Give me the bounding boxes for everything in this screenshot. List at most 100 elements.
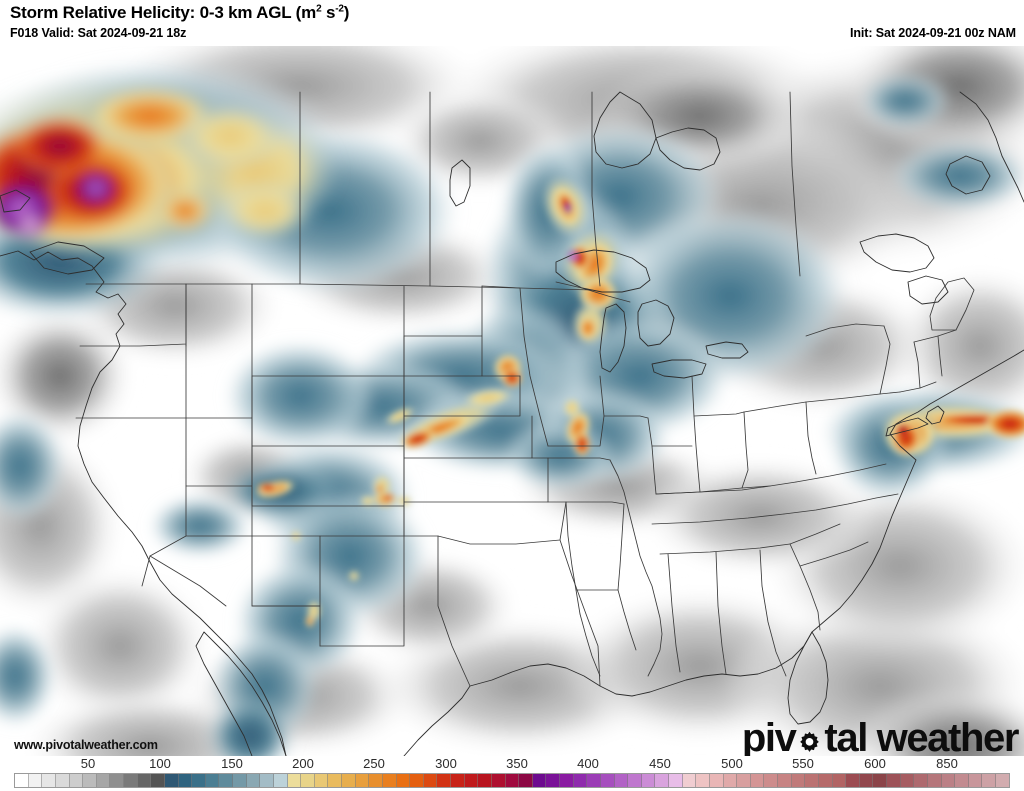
colorbar-cell (914, 774, 928, 787)
colorbar-cell (369, 774, 383, 787)
coastline-florida (787, 631, 829, 725)
map-canvas (0, 46, 1024, 756)
colorbar-cell (955, 774, 969, 787)
colorbar-cell (573, 774, 588, 787)
colorbar-cell (587, 774, 601, 787)
title-main-text: Storm Relative Helicity: 0-3 km AGL (m (10, 3, 317, 22)
state-borders (75, 91, 975, 687)
colorbar-cell (737, 774, 751, 787)
map-geography (0, 91, 1024, 756)
srh-hotspot-northwest (0, 71, 340, 261)
map-viewport[interactable]: www.pivotalweather.com piv tal weather (0, 46, 1024, 756)
colorbar-tick: 300 (435, 756, 457, 771)
colorbar-tick: 350 (506, 756, 528, 771)
page-title: Storm Relative Helicity: 0-3 km AGL (m2 … (10, 3, 349, 23)
colorbar-cell (600, 774, 615, 787)
colorbar-cell (818, 774, 833, 787)
forecast-valid-time: F018 Valid: Sat 2024-09-21 18z (10, 26, 187, 40)
colorbar-cell (437, 774, 451, 787)
colorbar-cell (641, 774, 656, 787)
colorbar-cell (478, 774, 492, 787)
colorbar-cell (723, 774, 738, 787)
colorbar-tick: 250 (363, 756, 385, 771)
colorbar-cell (669, 774, 683, 787)
colorbar-cell (28, 774, 43, 787)
title-superscript-1: 2 (316, 3, 322, 15)
lake-superior (555, 249, 651, 293)
colorbar-cell (505, 774, 520, 787)
colorbar-tick: 500 (721, 756, 743, 771)
title-end-text: ) (343, 3, 350, 22)
coastline-newfoundland (945, 155, 991, 195)
colorbar-cell (791, 774, 806, 787)
colorbar-cell (778, 774, 792, 787)
colorbar-cell (560, 774, 574, 787)
colorbar-tick: 850 (936, 756, 958, 771)
colorbar-cell (355, 774, 370, 787)
colorbar-cell (628, 774, 642, 787)
colorbar-cell (968, 774, 983, 787)
site-url-watermark: www.pivotalweather.com (14, 738, 158, 752)
colorbar-cell (873, 774, 887, 787)
colorbar-cell (709, 774, 724, 787)
title-superscript-2: -2 (335, 3, 344, 15)
coastline-west (0, 250, 287, 756)
srh-hotspot-atlantic (874, 400, 1024, 460)
coastline-haida (0, 189, 31, 213)
coastline-gulf-st-lawrence (859, 233, 935, 273)
colorbar-cell (42, 774, 56, 787)
colorbar-cell (205, 774, 220, 787)
colorbar-cell (15, 774, 29, 787)
colorbar-tick-labels: 50 100 150 200 250 300 350 400 450 500 550 600 850 (0, 756, 1024, 772)
srh-hotspot-plains (253, 352, 592, 628)
srh-hotspot-upper-midwest (540, 173, 626, 348)
colorbar-cell (246, 774, 261, 787)
coastline-texas (403, 685, 471, 756)
colorbar-cell (982, 774, 996, 787)
coastline-hudson-bay (593, 91, 657, 169)
colorbar-tick: 50 (80, 756, 96, 771)
colorbar-cell (750, 774, 765, 787)
colorbar-cell (614, 774, 629, 787)
colorbar-cell (887, 774, 901, 787)
colorbar-cell (519, 774, 533, 787)
colorbar-cell (137, 774, 152, 787)
colorbar-cell (451, 774, 465, 787)
colorbar-cell (382, 774, 397, 787)
lake-winnipeg (449, 159, 471, 207)
colorbar-cell (328, 774, 342, 787)
colorbar-cell (96, 774, 111, 787)
colorbar-cell (164, 774, 179, 787)
colorbar-cell (69, 774, 84, 787)
colorbar-cell (696, 774, 710, 787)
colorbar-cell (396, 774, 411, 787)
colorbar-cell (124, 774, 138, 787)
coastline-gulf (469, 631, 813, 697)
pivotal-weather-logo: piv tal weather (741, 716, 1020, 756)
colorbar-cell (764, 774, 778, 787)
logo-text-part2: tal weather (824, 716, 1019, 756)
lake-erie (651, 359, 707, 379)
colorbar-cell (941, 774, 956, 787)
colorbar-tick: 450 (649, 756, 671, 771)
colorbar-cell (423, 774, 438, 787)
colorbar-tick: 400 (577, 756, 599, 771)
colorbar-cell (996, 774, 1009, 787)
colorbar-cell (287, 774, 302, 787)
title-mid-text: s (321, 3, 336, 22)
colorbar-tick: 550 (792, 756, 814, 771)
colorbar-cell (233, 774, 247, 787)
colorbar-strip[interactable] (14, 773, 1010, 788)
colorbar-tick: 100 (149, 756, 171, 771)
logo-text-part1: piv (741, 716, 797, 756)
colorbar-cell (301, 774, 315, 787)
colorbar-cell (83, 774, 97, 787)
colorbar-cell (151, 774, 165, 787)
colorbar-cell (192, 774, 206, 787)
coastline-long-island (885, 417, 929, 437)
colorbar[interactable]: 50 100 150 200 250 300 350 400 450 500 550 600 850 (0, 756, 1024, 791)
coastline-james-bay (655, 127, 721, 171)
colorbar-tick: 200 (292, 756, 314, 771)
colorbar-cell (682, 774, 697, 787)
